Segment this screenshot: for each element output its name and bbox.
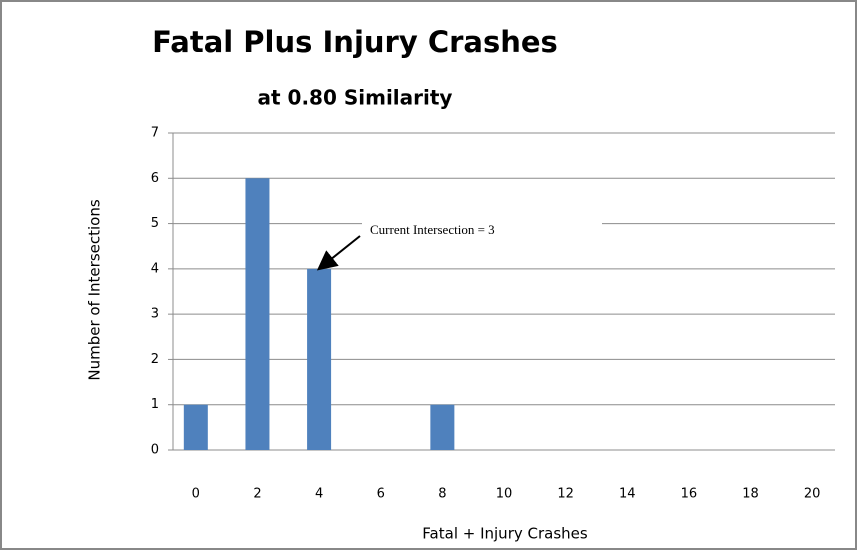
y-tick-label: 6	[151, 171, 159, 186]
y-tick-label: 2	[151, 352, 159, 367]
annotation-arrow	[316, 235, 361, 271]
y-tick-label: 7	[151, 126, 159, 141]
x-tick-label: 20	[804, 487, 821, 502]
y-tick-label: 3	[151, 307, 159, 322]
x-tick-label: 12	[557, 487, 574, 502]
x-tick-label: 10	[496, 487, 513, 502]
x-tick-label: 16	[681, 487, 698, 502]
bar	[307, 268, 332, 450]
chart-title: Fatal Plus Injury Crashes	[152, 25, 558, 59]
bar	[245, 178, 270, 451]
x-tick-label: 18	[742, 487, 759, 502]
x-tick-label: 6	[377, 487, 385, 502]
x-tick-label: 8	[438, 487, 446, 502]
x-axis-label: Fatal + Injury Crashes	[422, 525, 588, 543]
x-tick-label: 0	[192, 487, 200, 502]
y-tick-label: 0	[151, 443, 159, 458]
y-tick-label: 4	[151, 261, 159, 276]
x-tick-label: 14	[619, 487, 636, 502]
x-tick-label: 4	[315, 487, 323, 502]
y-tick-label: 1	[151, 397, 159, 412]
bar	[430, 404, 455, 450]
annotation: Current Intersection = 3	[370, 222, 495, 237]
y-axis-label: Number of Intersections	[86, 199, 104, 380]
x-tick-label: 2	[253, 487, 261, 502]
chart-subtitle: at 0.80 Similarity	[258, 86, 453, 110]
bar	[183, 404, 208, 450]
y-tick-label: 5	[151, 216, 159, 231]
annotation-background	[362, 218, 602, 244]
